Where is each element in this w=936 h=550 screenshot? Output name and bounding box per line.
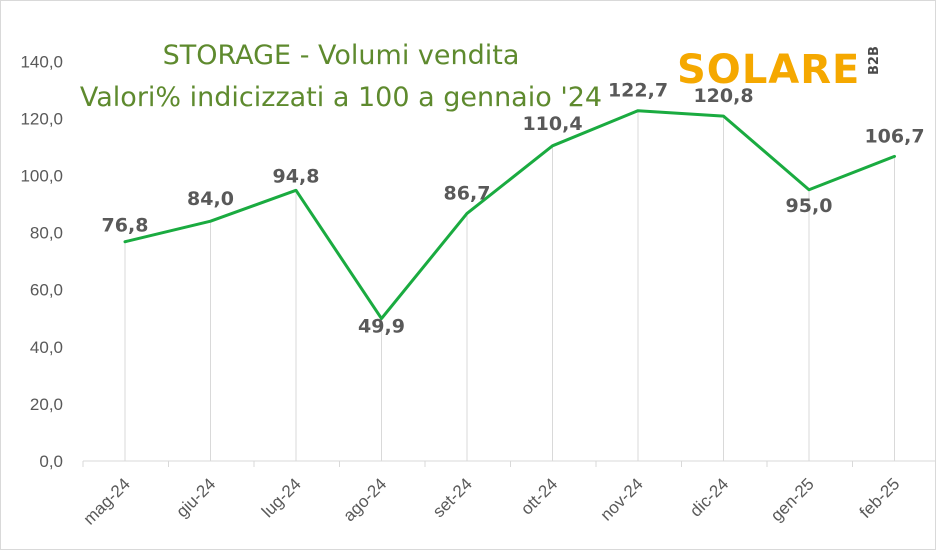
y-tick-label: 0,0 — [39, 452, 63, 471]
data-label: 84,0 — [187, 188, 234, 210]
y-tick-label: 60,0 — [30, 281, 63, 300]
data-label: 86,7 — [444, 182, 491, 204]
x-tick-label: giu-24 — [172, 474, 219, 521]
x-tick-label: mag-24 — [80, 474, 134, 528]
y-tick-label: 80,0 — [30, 224, 63, 243]
y-tick-label: 20,0 — [30, 395, 63, 414]
data-label: 110,4 — [522, 113, 582, 135]
data-label: 122,7 — [608, 80, 668, 102]
x-tick-label: ago-24 — [339, 474, 390, 525]
series-line — [123, 109, 896, 321]
x-tick-label: gen-25 — [767, 474, 818, 525]
x-tick-label: dic-24 — [686, 474, 732, 520]
solare-b2b-logo: SOLARE B2B — [673, 45, 903, 115]
x-tick-label: feb-25 — [856, 474, 904, 522]
title-line-1: STORAGE - Volumi vendita — [162, 40, 520, 71]
x-tick-label: set-24 — [429, 474, 476, 521]
data-label: 76,8 — [102, 215, 149, 237]
data-label: 95,0 — [786, 195, 833, 217]
x-tick-label: nov-24 — [597, 474, 647, 524]
x-tick-label: ott-24 — [517, 474, 561, 518]
data-label: 120,8 — [693, 85, 753, 107]
y-tick-label: 140,0 — [20, 52, 63, 71]
data-label: 49,9 — [358, 316, 405, 338]
chart-title: STORAGE - Volumi vendita Valori% indiciz… — [1, 35, 681, 119]
data-label: 106,7 — [864, 125, 924, 147]
data-label: 94,8 — [273, 165, 320, 187]
title-line-2: Valori% indicizzati a 100 a gennaio '24 — [79, 82, 603, 113]
x-tick-label: lug-24 — [258, 474, 305, 521]
y-tick-label: 100,0 — [20, 167, 63, 186]
y-tick-label: 40,0 — [30, 338, 63, 357]
logo-text: SOLARE — [677, 47, 861, 93]
y-tick-label: 120,0 — [20, 109, 63, 128]
